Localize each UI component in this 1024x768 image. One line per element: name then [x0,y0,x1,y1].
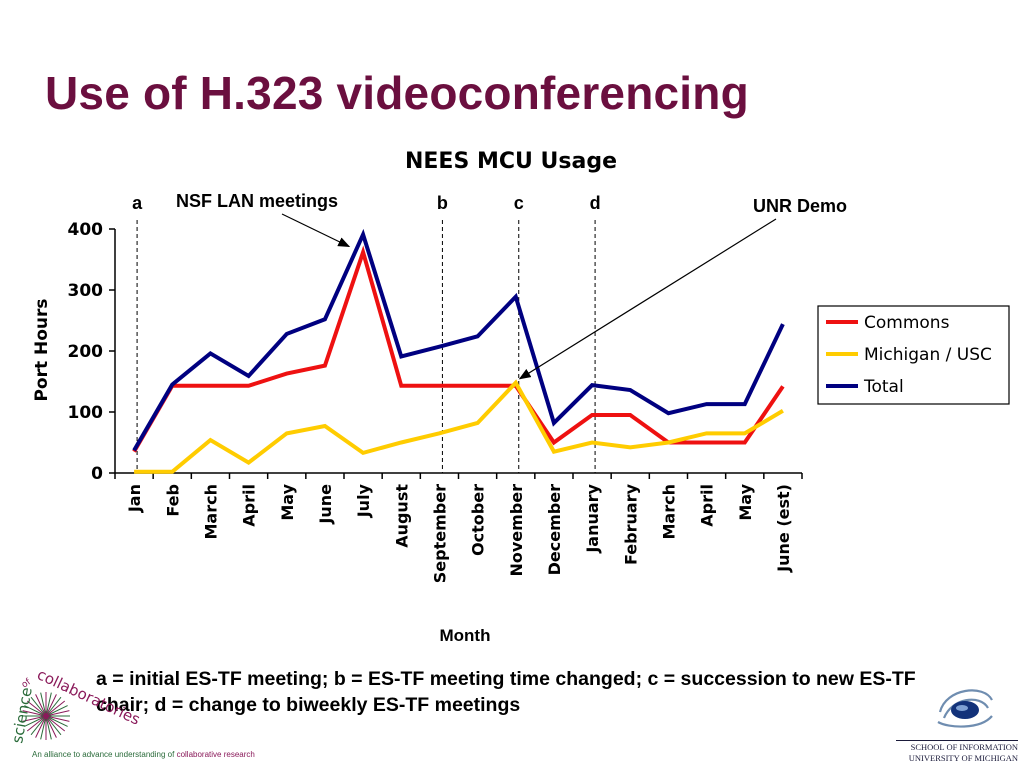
x-tick-label: May [736,483,755,520]
starburst-ray [45,715,57,738]
chart-title: NEES MCU Usage [405,149,617,174]
wordmark-line-2: UNIVERSITY OF MICHIGAN [908,753,1018,763]
starburst-ray [40,715,47,740]
mcu-usage-chart: NEES MCU Usage 0 100 200 300 400 Jan Feb March Ap… [32,149,1010,645]
x-tick-label: July [354,483,373,518]
x-tick-label: June (est) [774,484,793,573]
science-of-collaboratories-logo: science of collaboratories [8,666,143,745]
starburst-ray [45,710,70,717]
starburst-ray [45,692,52,717]
milestone-label: b [437,193,448,213]
x-tick-label: November [507,484,526,577]
starburst-ray [45,715,70,722]
x-tick-label: May [278,483,297,520]
starburst-ray [24,705,47,717]
x-tick-label: Jan [125,484,144,513]
milestone-label: d [590,193,601,213]
x-axis-title: Month [440,626,491,645]
starburst-ray [45,696,62,717]
slide-title: Use of H.323 videoconferencing [45,67,749,119]
starburst-center [43,713,49,719]
logo-word-science: science [8,686,36,745]
starburst-ray [40,692,47,717]
wordmark-line-1: SCHOOL OF INFORMATION [896,740,1018,753]
y-tick-label: 200 [68,342,104,362]
annotation-label: NSF LAN meetings [176,191,338,211]
starburst-ray [45,705,68,717]
annotation-arrow [281,213,351,248]
x-tick-label: October [469,484,488,556]
starburst-ray [22,710,47,717]
x-tick-label: April [240,484,259,527]
x-tick-label: September [430,484,449,583]
annotation-label: UNR Demo [753,196,847,216]
milestone-label: c [514,193,524,213]
starburst-ray [45,715,52,740]
starburst-ray [35,694,47,717]
starburst-ray [30,715,47,736]
starburst-ray [26,715,47,732]
starburst-ray [45,715,66,732]
legend-label: Commons [864,313,950,333]
starburst-ray [24,715,47,727]
university-of-michigan-si-logo-icon [930,678,1000,738]
y-axis-title: Port Hours [32,298,52,401]
annotation-arrow [518,218,777,380]
x-tick-label: March [659,484,678,539]
series-line [132,245,785,453]
series-line [132,228,785,452]
x-tick-label: January [583,483,602,553]
milestone-label: a [132,193,143,213]
y-tick-label: 300 [68,281,104,301]
x-tick-label: December [545,484,564,575]
starburst-ray [45,694,57,717]
starburst-ray [45,715,62,736]
starburst-icon [22,692,70,740]
starburst-ray [45,715,68,727]
y-tick-label: 0 [91,464,103,484]
school-of-information-wordmark: SCHOOL OF INFORMATION UNIVERSITY OF MICH… [896,740,1018,764]
logo-tagline: An alliance to advance understanding of … [32,750,255,759]
x-tick-label: February [621,483,640,565]
legend-label: Michigan / USC [864,345,992,365]
starburst-ray [30,696,47,717]
starburst-ray [22,715,47,722]
milestone-caption: a = initial ES-TF meeting; b = ES-TF mee… [96,668,916,716]
x-tick-label: June [316,484,335,525]
logo-tagline-highlight: collaborative research [176,750,255,759]
x-tick-label: April [698,484,717,527]
x-tick-label: March [201,484,220,539]
y-tick-label: 400 [68,220,104,240]
starburst-ray [26,700,47,717]
legend-label: Total [863,377,904,397]
series-line [134,379,784,474]
y-tick-label: 100 [68,403,104,423]
x-tick-label: Feb [163,484,182,517]
x-tick-label: August [392,484,411,548]
starburst-ray [35,715,47,738]
starburst-ray [45,700,66,717]
logo-tagline-text: An alliance to advance understanding of [32,750,175,759]
